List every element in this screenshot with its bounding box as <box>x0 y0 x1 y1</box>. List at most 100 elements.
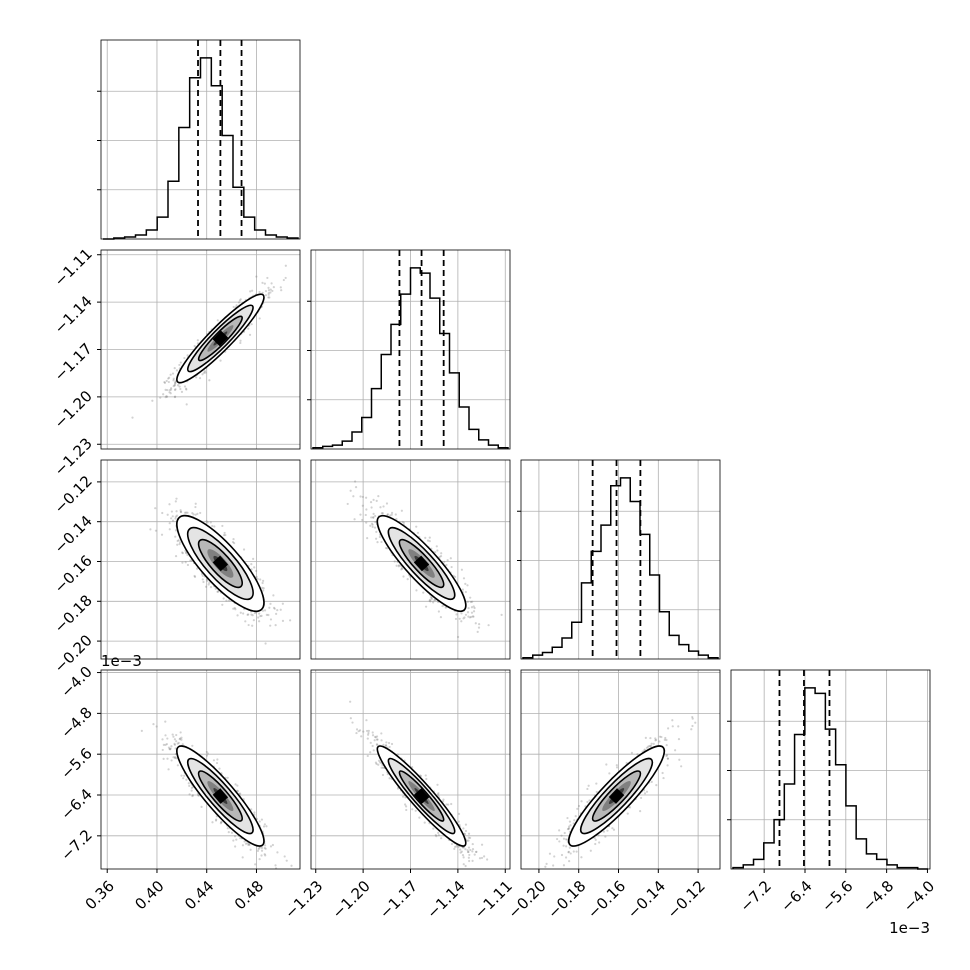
sample-point <box>218 767 221 770</box>
sample-point <box>566 838 569 841</box>
sample-point <box>615 766 619 769</box>
sample-point <box>428 598 432 601</box>
sample-point <box>605 763 608 766</box>
x-tick-label: −0.20 <box>504 877 549 922</box>
sample-point <box>168 376 171 379</box>
sample-point <box>166 388 169 392</box>
sample-point <box>654 738 658 741</box>
sample-point <box>462 577 466 580</box>
sample-point <box>467 856 470 859</box>
sample-point <box>166 757 169 760</box>
sample-point <box>564 838 568 841</box>
sample-point <box>366 737 369 740</box>
sample-point <box>390 513 393 516</box>
scatter-panel-3-0 <box>100 669 301 878</box>
sample-point <box>167 746 171 749</box>
sample-point <box>658 740 661 743</box>
sample-point <box>569 852 572 855</box>
sample-point <box>267 296 270 299</box>
sample-point <box>201 373 204 376</box>
sample-point <box>404 803 407 806</box>
sample-point <box>467 832 471 835</box>
sample-point <box>203 370 206 373</box>
sample-point <box>281 602 284 605</box>
panel-content <box>544 715 697 868</box>
sample-point <box>691 717 694 720</box>
sample-point <box>235 304 238 307</box>
sample-point <box>474 850 478 854</box>
sample-point <box>168 389 171 392</box>
contour-0 <box>176 514 265 613</box>
sample-point <box>374 514 377 518</box>
sample-point <box>215 818 218 821</box>
sample-point <box>544 865 547 868</box>
sample-point <box>263 282 266 285</box>
sample-point <box>246 842 249 845</box>
sample-point <box>463 833 467 836</box>
sample-point <box>593 836 596 840</box>
sample-point <box>247 623 250 627</box>
sample-point <box>258 820 261 823</box>
sample-point <box>176 543 179 546</box>
sample-point <box>250 808 253 811</box>
panel-content <box>131 264 287 419</box>
sample-point <box>185 551 188 555</box>
sample-point <box>268 606 271 609</box>
sample-point <box>188 793 191 796</box>
sample-point <box>151 399 154 402</box>
sample-point <box>180 738 183 741</box>
sample-point <box>251 624 254 627</box>
sample-point <box>457 812 461 815</box>
sample-point <box>469 615 473 619</box>
sample-point <box>379 761 382 764</box>
sample-point <box>370 522 374 525</box>
sample-point <box>178 385 181 388</box>
sample-point <box>553 855 556 858</box>
sample-point <box>182 777 185 780</box>
sample-point <box>359 495 362 498</box>
sample-point <box>365 521 368 524</box>
sample-point <box>162 757 165 760</box>
sample-point <box>269 624 272 627</box>
sample-point <box>654 737 657 740</box>
sample-point <box>260 849 264 852</box>
sample-point <box>367 731 370 735</box>
sample-point <box>206 752 209 755</box>
sample-point <box>466 611 470 614</box>
sample-point <box>178 738 181 741</box>
sample-point <box>455 613 458 616</box>
sample-point <box>664 736 667 740</box>
sample-point <box>468 853 471 857</box>
sample-point <box>163 381 166 384</box>
sample-point <box>645 790 649 793</box>
sample-point <box>450 802 453 806</box>
sample-point <box>249 848 252 851</box>
sample-point <box>406 578 409 581</box>
sample-point <box>433 599 436 602</box>
sample-point <box>222 534 226 537</box>
sample-point <box>253 811 256 814</box>
sample-point <box>447 803 450 806</box>
sample-point <box>604 835 607 838</box>
sample-point <box>598 841 601 844</box>
sample-point <box>252 557 255 560</box>
sample-point <box>173 742 176 745</box>
sample-point <box>232 538 235 541</box>
sample-point <box>174 380 177 384</box>
sample-point <box>449 557 452 560</box>
density-peak <box>212 788 229 804</box>
sample-point <box>204 585 208 588</box>
sample-point <box>445 563 448 567</box>
sample-point <box>576 807 579 810</box>
sample-point <box>260 846 263 850</box>
sample-point <box>193 574 196 578</box>
sample-point <box>361 504 364 507</box>
sample-point <box>372 498 375 501</box>
sample-point <box>185 403 188 406</box>
sample-point <box>174 555 178 558</box>
sample-point <box>173 756 177 760</box>
sample-point <box>232 607 235 610</box>
sample-point <box>255 575 258 579</box>
sample-point <box>276 876 278 878</box>
